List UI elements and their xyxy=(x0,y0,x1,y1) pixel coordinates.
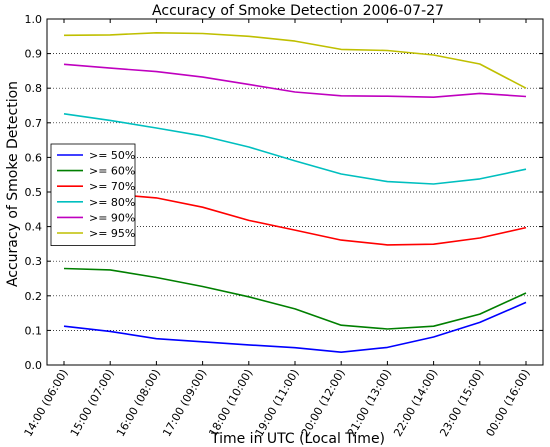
x-tick-label: 16:00 (08:00) xyxy=(114,367,163,439)
x-tick-label: 23:00 (15:00) xyxy=(437,367,486,439)
x-tick-label: 15:00 (07:00) xyxy=(68,367,117,439)
x-tick-label: 21:00 (13:00) xyxy=(345,367,394,439)
series-line-95-percent xyxy=(63,31,527,89)
x-tick-label: 00:00 (16:00) xyxy=(484,367,533,439)
y-axis-label: Accuracy of Smoke Detection xyxy=(5,81,21,287)
x-tick-label: 22:00 (14:00) xyxy=(391,367,440,439)
legend-entry-label: >= 95% xyxy=(89,227,135,240)
y-tick-label: 0.0 xyxy=(25,359,43,372)
y-tick-label: 0.5 xyxy=(25,186,43,199)
legend-entry-label: >= 90% xyxy=(89,211,135,224)
x-tick-label: 14:00 (06:00) xyxy=(22,367,71,439)
series-line-90-percent xyxy=(63,63,527,98)
y-tick-label: 0.6 xyxy=(25,151,43,164)
y-tick-label: 1.0 xyxy=(25,13,43,26)
y-tick-label: 0.2 xyxy=(25,290,43,303)
x-tick-label: 19:00 (11:00) xyxy=(253,367,302,439)
y-tick-label: 0.3 xyxy=(25,255,43,268)
series-line-80-percent xyxy=(63,113,527,185)
y-tick-label: 0.8 xyxy=(25,82,43,95)
y-tick-label: 0.1 xyxy=(25,324,43,337)
series-line-50-percent xyxy=(63,301,527,354)
series-layer xyxy=(63,31,527,354)
legend-box xyxy=(50,143,136,246)
chart-title: Accuracy of Smoke Detection 2006-07-27 xyxy=(152,3,444,19)
legend-entry-label: >= 70% xyxy=(89,180,135,193)
y-tick-label: 0.7 xyxy=(25,117,43,130)
x-tick-label: 20:00 (12:00) xyxy=(299,367,348,439)
legend-entry-label: >= 80% xyxy=(89,196,135,209)
y-tick-label: 0.9 xyxy=(25,48,43,61)
x-tick-label: 18:00 (10:00) xyxy=(206,367,255,439)
series-line-60-percent xyxy=(63,267,527,330)
legend-entry-label: >= 60% xyxy=(89,165,135,178)
legend-entry-label: >= 50% xyxy=(89,149,135,162)
series-line-70-percent xyxy=(63,190,527,246)
legend: >= 50% >= 60% >= 70% >= 80% >= 90% >= 95% xyxy=(50,143,136,246)
x-tick-label: 17:00 (09:00) xyxy=(160,367,209,439)
y-tick-label: 0.4 xyxy=(25,221,43,234)
x-axis-label: Time in UTC (Local Time) xyxy=(210,431,385,447)
